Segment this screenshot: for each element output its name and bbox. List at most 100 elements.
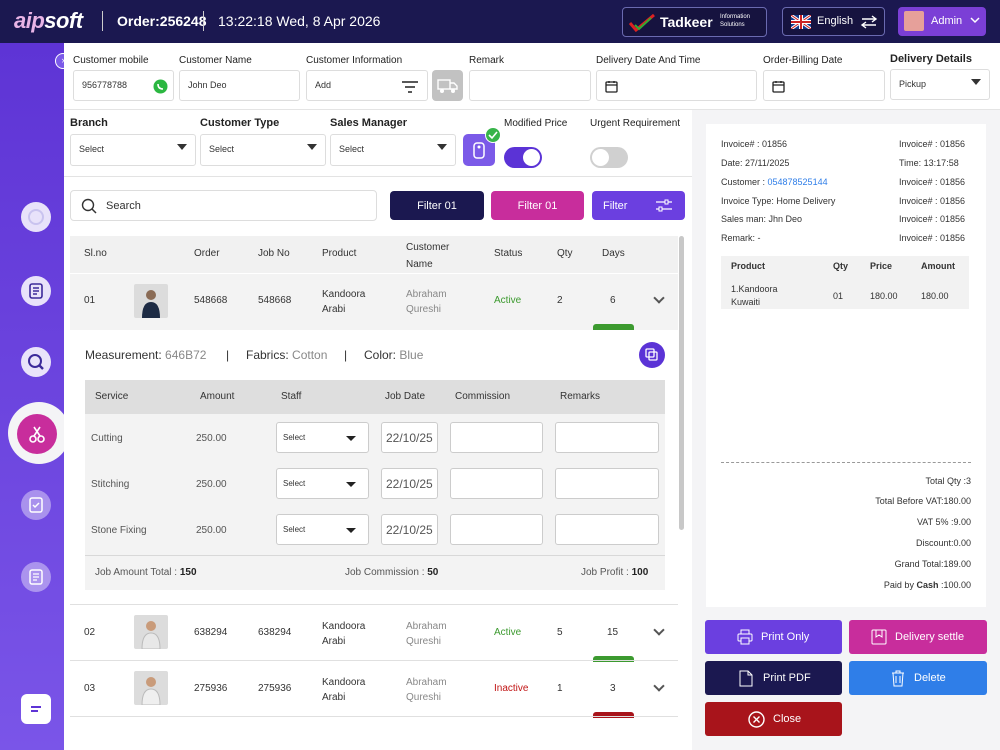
customer-type-select[interactable]: Select — [200, 134, 326, 166]
row-customer: Abraham Qureshi — [406, 621, 447, 647]
whatsapp-icon[interactable] — [153, 79, 168, 94]
job-date-input[interactable]: 22/10/25 — [381, 422, 438, 453]
caret-down-icon — [346, 528, 356, 533]
sidebar-item-tailoring[interactable] — [17, 414, 57, 454]
filter-button-1[interactable]: Filter 01 — [390, 191, 484, 220]
calendar-icon — [772, 81, 785, 93]
sidebar-item-refresh[interactable] — [21, 202, 51, 232]
sliders-icon — [656, 199, 672, 212]
sales-manager-select[interactable]: Select — [330, 134, 456, 166]
status-badge: Active — [494, 627, 522, 638]
color-info: Color: Blue — [364, 348, 424, 362]
remarks-input[interactable] — [555, 514, 659, 545]
sidebar-item-search[interactable] — [21, 347, 51, 377]
separator: | — [344, 348, 348, 362]
staff-select[interactable]: Select — [276, 468, 369, 499]
customer-mobile-input[interactable]: 956778788 — [73, 70, 174, 101]
partner-logo-icon — [629, 14, 655, 32]
sidebar-item-tasks[interactable] — [21, 490, 51, 520]
invoice-date: Date: 27/11/2025 — [721, 158, 790, 168]
commission-input[interactable] — [450, 468, 543, 499]
col-qty: Qty — [557, 248, 573, 259]
toggle-knob — [523, 149, 540, 166]
commission-input[interactable] — [450, 514, 543, 545]
chevron-down-icon — [307, 144, 317, 150]
delivery-datetime-input[interactable] — [596, 70, 757, 101]
user-name: Admin — [931, 15, 963, 27]
remarks-input[interactable] — [555, 468, 659, 499]
billing-date-input[interactable] — [763, 70, 885, 101]
col-slno: Sl.no — [84, 248, 107, 259]
vat: VAT 5% :9.00 — [916, 517, 971, 527]
print-only-button[interactable]: Print Only — [705, 620, 842, 654]
table-row[interactable] — [70, 605, 678, 661]
branch-label: Branch — [70, 117, 108, 129]
clipboard-check-icon — [29, 497, 43, 513]
chat-button[interactable] — [21, 694, 51, 724]
delivery-truck-button[interactable] — [432, 70, 463, 101]
customer-info-label: Customer Information — [306, 55, 403, 66]
close-label: Close — [773, 713, 802, 725]
job-date-value: 22/10/25 — [386, 523, 433, 537]
urgent-requirement-label: Urgent Requirement — [590, 118, 681, 129]
service-amount: 250.00 — [196, 525, 227, 536]
close-button[interactable]: Close — [705, 702, 842, 736]
service-name: Stone Fixing — [91, 525, 147, 536]
remark-label: Remark — [469, 55, 505, 66]
filter-button-3[interactable]: Filter — [592, 191, 685, 220]
modified-price-toggle[interactable] — [504, 147, 542, 168]
user-menu[interactable]: Admin — [898, 7, 986, 36]
row-product: Kandoora Arabi — [322, 677, 366, 703]
search-input[interactable]: Search — [70, 190, 377, 221]
copy-button[interactable] — [639, 342, 665, 368]
trash-icon — [892, 670, 904, 687]
file-icon — [739, 670, 753, 687]
remark-input[interactable] — [469, 70, 591, 101]
sidebar-item-reports[interactable] — [21, 562, 51, 592]
invoice-line: Invoice# : 01856 — [721, 139, 788, 149]
table-row[interactable] — [70, 274, 678, 330]
chevron-down-icon — [177, 144, 187, 150]
col-customer-name: Customer Name — [406, 242, 450, 270]
filter-button-2[interactable]: Filter 01 — [491, 191, 584, 220]
service-name: Cutting — [91, 433, 123, 444]
grand-total: Grand Total:189.00 — [894, 559, 971, 569]
remarks-input[interactable] — [555, 422, 659, 453]
commission-input[interactable] — [450, 422, 543, 453]
job-date-value: 22/10/25 — [386, 431, 433, 445]
job-date-input[interactable]: 22/10/25 — [381, 514, 438, 545]
branch-select[interactable]: Select — [70, 134, 196, 166]
status-badge: Inactive — [494, 683, 529, 694]
staff-select[interactable]: Select — [276, 514, 369, 545]
urgent-requirement-toggle[interactable] — [590, 147, 628, 168]
row-jobno: 638294 — [258, 627, 292, 638]
language-selector[interactable]: English — [782, 7, 885, 36]
status-badge: Active — [494, 295, 522, 306]
job-date-input[interactable]: 22/10/25 — [381, 468, 438, 499]
invoice-item-row — [721, 279, 969, 309]
customer-name-input[interactable]: John Deo — [179, 70, 300, 101]
col-jobno: Job No — [258, 248, 290, 259]
sidebar-item-orders[interactable] — [21, 276, 51, 306]
col-service: Service — [95, 391, 129, 402]
partner-logo: Tadkeer Information Solutions — [622, 7, 767, 37]
item-amount: 180.00 — [921, 291, 949, 301]
separator: | — [226, 348, 230, 362]
customer-info-input[interactable]: Add — [306, 70, 428, 101]
table-scrollbar[interactable] — [679, 236, 684, 530]
order-number: Order:256248 — [117, 13, 207, 29]
delivery-details-value: Pickup — [899, 79, 927, 89]
delivery-settle-button[interactable]: Delivery settle — [849, 620, 987, 654]
item-price: 180.00 — [870, 291, 898, 301]
staff-select[interactable]: Select — [276, 422, 369, 453]
delete-button[interactable]: Delete — [849, 661, 987, 695]
invoice-line: Invoice# : 01856 — [899, 214, 966, 224]
total-before-vat: Total Before VAT:180.00 — [875, 496, 971, 506]
measurement-info: Measurement: 646B72 — [85, 348, 207, 362]
row-order: 275936 — [194, 683, 228, 694]
col-days: Days — [602, 248, 625, 259]
check-badge-icon — [485, 127, 501, 143]
delivery-details-select[interactable]: Pickup — [890, 69, 990, 100]
print-pdf-button[interactable]: Print PDF — [705, 661, 842, 695]
row-qty: 2 — [557, 295, 563, 306]
